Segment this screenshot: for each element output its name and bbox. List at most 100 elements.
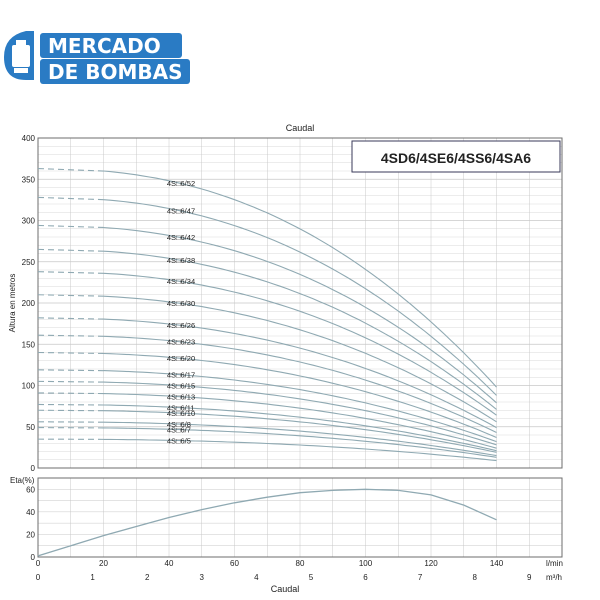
series-label: 4S□6/42 [167, 233, 195, 242]
series-label: 4S□6/34 [167, 277, 195, 286]
head-curve-dashed [37, 380, 104, 383]
series-label: 4S□6/30 [167, 299, 195, 308]
y-tick-label: 200 [22, 299, 36, 308]
y-tick-label: 100 [22, 382, 36, 391]
x-tick-label-m3h: 0 [36, 573, 41, 582]
head-curve [103, 170, 497, 388]
water-pump-icon [4, 31, 34, 80]
head-chart-grid [38, 138, 562, 468]
series-label: 4S□6/8 [167, 420, 191, 429]
efficiency-axis-title: Eta(%) [10, 476, 35, 485]
y-tick-label: 0 [31, 464, 36, 473]
efficiency-chart-frame [37, 477, 563, 558]
x-tick-label-m3h: 8 [472, 573, 477, 582]
x-tick-label-lmin: 20 [99, 559, 108, 568]
head-curve-dashed [37, 403, 104, 406]
eff-y-tick-label: 0 [31, 553, 36, 562]
head-curve [103, 199, 497, 396]
x-tick-label-lmin: 80 [296, 559, 305, 568]
head-curve [103, 352, 497, 439]
x-tick-label-m3h: 2 [145, 573, 150, 582]
y-axis-title: Altura en metros [8, 274, 17, 333]
head-curve [103, 438, 497, 462]
head-curve-dashed [37, 248, 104, 252]
series-label: 4S□6/7 [167, 426, 191, 435]
head-curve-dashed [37, 392, 104, 395]
series-label: 4S□6/47 [167, 207, 195, 216]
x-tick-label-lmin: 0 [36, 559, 41, 568]
eff-y-tick-label: 40 [26, 508, 35, 517]
y-tick-label: 150 [22, 340, 36, 349]
x-tick-label-lmin: 60 [230, 559, 239, 568]
head-curve [103, 427, 497, 458]
x-tick-label-m3h: 7 [418, 573, 423, 582]
head-curve [103, 404, 497, 452]
x-tick-label-lmin: 100 [359, 559, 373, 568]
eff-y-tick-label: 60 [26, 485, 35, 494]
x-tick-label-m3h: 9 [527, 573, 532, 582]
series-label: 4S□6/23 [167, 338, 195, 347]
x-tick-label-lmin: 140 [490, 559, 504, 568]
series-label: 4S□6/10 [167, 409, 195, 418]
efficiency-curve [37, 488, 497, 557]
head-curve-dashed [37, 317, 104, 320]
logo-banner-bottom [40, 59, 190, 84]
x-tick-label-m3h: 4 [254, 573, 259, 582]
head-curve-dashed [37, 167, 104, 172]
x-tick-label-m3h: 6 [363, 573, 368, 582]
efficiency-curve-group [37, 488, 497, 557]
efficiency-chart-grid [38, 478, 562, 557]
head-curve-dashed [37, 271, 104, 274]
logo-line-2: DE BOMBAS [48, 60, 183, 84]
head-curve [103, 335, 497, 433]
series-label: 4S□6/13 [167, 393, 195, 402]
head-curve [103, 272, 497, 416]
head-curves [37, 167, 497, 462]
head-curve [103, 393, 497, 449]
series-label: 4S□6/52 [167, 179, 195, 188]
y-tick-label: 250 [22, 258, 36, 267]
x-tick-label-m3h: 1 [90, 573, 95, 582]
head-curve-dashed [37, 196, 104, 201]
series-label: 4S□6/38 [167, 256, 195, 265]
series-label: 4S□6/15 [167, 382, 195, 391]
head-curve-dashed [37, 334, 104, 337]
x-tick-label-lmin: 120 [424, 559, 438, 568]
series-labels: 4S□6/52 4S□6/47 4S□6/42 4S□6/38 4S□6/34 4S□6/… [167, 179, 195, 446]
y-tick-label: 400 [22, 134, 36, 143]
x-tick-label-m3h: 3 [200, 573, 205, 582]
series-label: 4S□6/5 [167, 437, 191, 446]
x-axis-title: Caudal [271, 584, 300, 594]
head-curve-dashed [37, 369, 104, 372]
head-curve [103, 226, 497, 404]
head-curve [103, 250, 497, 410]
chart-title-box [351, 140, 561, 173]
head-curve [103, 421, 497, 457]
series-label: 4S□6/26 [167, 321, 195, 330]
head-curve [103, 318, 497, 429]
logo-banner-top [40, 33, 182, 58]
head-curve-dashed [37, 294, 104, 297]
head-curve [103, 381, 497, 446]
unit-lmin: l/min [546, 559, 563, 568]
x-tick-label-m3h: 5 [309, 573, 314, 582]
eff-y-tick-label: 20 [26, 530, 35, 539]
unit-m3h: m³/h [546, 573, 562, 582]
series-label: 4S□6/20 [167, 354, 195, 363]
x-tick-label-lmin: 40 [165, 559, 174, 568]
series-label: 4S□6/17 [167, 371, 195, 380]
head-curve-dashed [37, 351, 104, 355]
series-label: 4S□6/11 [167, 404, 195, 413]
y-tick-label: 300 [22, 217, 36, 226]
head-curve [103, 410, 497, 453]
y-tick-label: 350 [22, 175, 36, 184]
y-tick-label: 50 [26, 423, 35, 432]
head-curve [103, 370, 497, 443]
logo-line-1: MERCADO [48, 34, 161, 58]
chart-title: 4SD6/4SE6/4SS6/4SA6 [381, 150, 531, 166]
head-chart-frame [37, 137, 563, 469]
top-axis-label: Caudal [286, 123, 315, 133]
head-curve-dashed [37, 224, 104, 229]
